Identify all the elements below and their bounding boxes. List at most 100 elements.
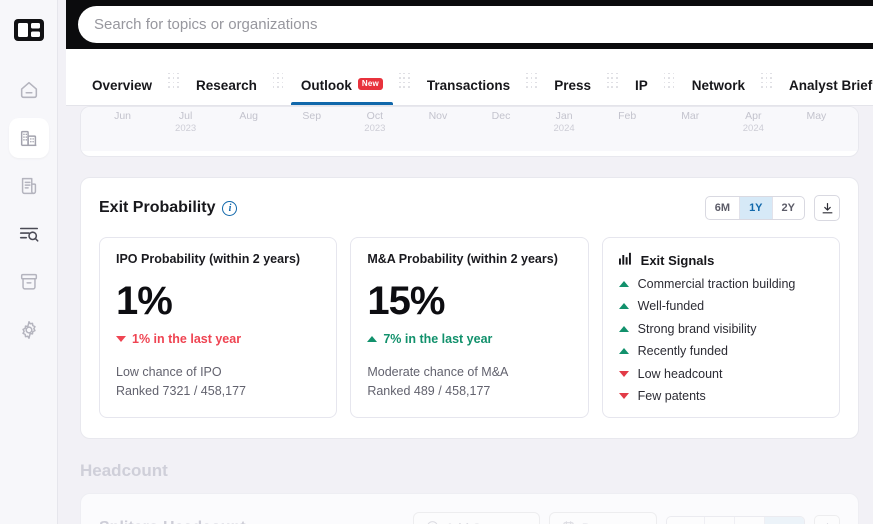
axis-month: Jun xyxy=(114,110,131,122)
axis-tick: Nov xyxy=(406,107,469,123)
signal-item: Commercial traction building xyxy=(618,276,823,291)
tab-bar: Overview Research Outlook New Transactio… xyxy=(66,49,873,106)
headcount-section-title: Headcount xyxy=(80,461,168,480)
tab-drag-handle-icon[interactable] xyxy=(606,72,619,89)
axis-month: Nov xyxy=(428,110,448,122)
tab-drag-handle-icon[interactable] xyxy=(526,72,538,89)
sidebar-item-documents[interactable] xyxy=(9,166,49,206)
signal-item: Low headcount xyxy=(618,367,823,381)
chart-x-axis: Jun Jul 2023 Aug Sep Oct 2023 xyxy=(81,107,858,151)
tab-ip[interactable]: IP xyxy=(633,78,650,106)
range-option-2y[interactable]: 2Y xyxy=(735,517,765,524)
signal-item: Strong brand visibility xyxy=(618,322,823,336)
ipo-probability-card: IPO Probability (within 2 years) 1% 1% i… xyxy=(99,237,338,418)
tab-drag-handle-icon[interactable] xyxy=(398,72,411,89)
arrow-up-icon xyxy=(618,325,629,332)
plus-circle-icon xyxy=(426,520,439,524)
arrow-up-icon xyxy=(618,348,629,354)
axis-year: 2024 xyxy=(553,123,575,135)
new-badge: New xyxy=(357,78,383,91)
tab-overview[interactable]: Overview xyxy=(90,77,154,106)
axis-month: Sep xyxy=(302,110,322,122)
app-logo[interactable] xyxy=(11,12,47,48)
signal-label: Commercial traction building xyxy=(637,276,796,291)
headcount-range-toggle: YTD 1Y 2Y MAX xyxy=(665,516,805,524)
axis-tick: Oct 2023 xyxy=(343,107,406,136)
axis-month: Jul xyxy=(178,110,193,122)
headcount-card-title: Splitero Headcount xyxy=(99,519,246,524)
exit-probability-controls: 6M 1Y 2Y xyxy=(704,195,840,221)
tab-label: Press xyxy=(554,77,591,93)
tab-network[interactable]: Network xyxy=(690,78,747,106)
tab-outlook[interactable]: Outlook New xyxy=(290,78,393,105)
sidebar-item-archive[interactable] xyxy=(9,262,49,302)
ma-probability-card: M&A Probability (within 2 years) 15% 7% … xyxy=(350,237,589,418)
tab-label: Transactions xyxy=(426,77,511,93)
card-label: M&A Probability (within 2 years) xyxy=(367,252,558,266)
axis-tick: Jun xyxy=(91,107,154,123)
tab-drag-handle-icon[interactable] xyxy=(761,72,773,89)
range-option-max[interactable]: MAX xyxy=(764,517,804,524)
axis-tick: Aug xyxy=(217,107,280,123)
page-title: Exit Probability xyxy=(99,199,216,216)
axis-month: Oct xyxy=(366,110,384,122)
arrow-up-icon xyxy=(618,280,629,287)
sidebar-item-companies[interactable] xyxy=(8,118,49,158)
axis-month: Jan xyxy=(555,110,573,122)
range-option-6m[interactable]: 6M xyxy=(706,197,741,219)
tab-list: Overview Research Outlook New Transactio… xyxy=(90,49,873,105)
sidebar-item-saved-searches[interactable] xyxy=(9,214,49,254)
axis-year: 2024 xyxy=(742,123,764,135)
search-input[interactable] xyxy=(94,16,873,33)
calendar-icon xyxy=(562,520,575,524)
add-company-label: Add Company xyxy=(446,521,527,524)
delta-label: 7% in the last year xyxy=(383,332,493,346)
tab-analyst-briefing[interactable]: Analyst Briefing xyxy=(787,78,873,106)
range-toggle: 6M 1Y 2Y xyxy=(704,196,805,220)
tab-label: Overview xyxy=(92,77,153,93)
axis-month: Aug xyxy=(239,110,259,122)
range-option-1y[interactable]: 1Y xyxy=(740,197,773,219)
range-option-2y[interactable]: 2Y xyxy=(781,202,795,214)
date-range-button[interactable]: Date range xyxy=(548,512,657,524)
axis-month: Feb xyxy=(618,110,637,122)
tab-label: Research xyxy=(196,77,257,93)
signal-item: Recently funded xyxy=(618,344,823,358)
tab-drag-handle-icon[interactable] xyxy=(272,72,285,89)
tab-transactions[interactable]: Transactions xyxy=(425,77,512,106)
card-rank: Ranked 7321 / 458,177 xyxy=(116,383,246,398)
main-content: Jun Jul 2023 Aug Sep Oct 2023 xyxy=(66,106,873,524)
delta-label: 1% in the last year xyxy=(132,332,242,346)
card-rank: Ranked 489 / 458,177 xyxy=(367,383,491,398)
search-box[interactable] xyxy=(78,6,873,43)
download-button[interactable] xyxy=(814,195,840,221)
tab-drag-handle-icon[interactable] xyxy=(168,72,180,89)
exit-signals-title: Exit Signals xyxy=(640,252,715,268)
exit-probability-card: Exit Probability i 6M 1Y 2Y xyxy=(80,177,859,439)
arrow-down-icon xyxy=(116,336,126,342)
tab-press[interactable]: Press xyxy=(552,77,593,106)
headcount-download-button[interactable] xyxy=(814,515,840,524)
headcount-controls: Add Company Date range YTD 1Y 2Y MAX xyxy=(412,512,840,524)
add-company-button[interactable]: Add Company xyxy=(412,512,540,524)
exit-signals-card: Exit Signals Commercial traction buildin… xyxy=(601,237,840,418)
tab-research[interactable]: Research xyxy=(194,77,259,106)
range-option-ytd[interactable]: YTD xyxy=(667,517,705,524)
card-footer: Low chance of IPO Ranked 7321 / 458,177 xyxy=(116,363,320,401)
card-description: Moderate chance of M&A xyxy=(367,365,509,379)
probability-cards: IPO Probability (within 2 years) 1% 1% i… xyxy=(99,237,840,418)
exit-signals-header: Exit Signals xyxy=(618,252,823,268)
card-footer: Moderate chance of M&A Ranked 489 / 458,… xyxy=(367,363,571,401)
tab-drag-handle-icon[interactable] xyxy=(663,72,676,89)
active-indicator xyxy=(290,102,393,105)
bar-chart-icon xyxy=(618,252,633,268)
signal-item: Few patents xyxy=(618,389,823,403)
sidebar-item-home[interactable] xyxy=(9,70,49,110)
sidebar-item-settings[interactable] xyxy=(9,310,49,350)
range-option-1y[interactable]: 1Y xyxy=(705,517,735,524)
info-icon[interactable]: i xyxy=(222,200,238,216)
sidebar xyxy=(0,0,58,524)
signal-label: Recently funded xyxy=(637,344,728,358)
axis-tick: Dec xyxy=(469,107,532,123)
